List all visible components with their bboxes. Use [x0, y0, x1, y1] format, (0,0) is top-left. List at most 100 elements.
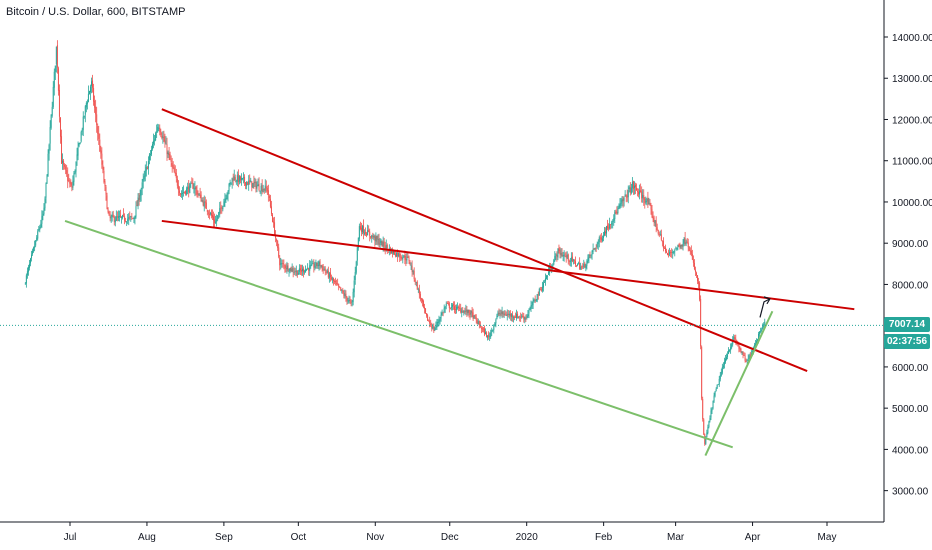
- candle-body: [173, 167, 175, 173]
- candle-body: [754, 343, 756, 346]
- candle-body: [234, 177, 236, 181]
- candle-body: [356, 247, 358, 261]
- candle-body: [287, 265, 289, 271]
- projection-arrow[interactable]: [759, 298, 771, 318]
- candle-body: [54, 65, 56, 72]
- candle-body: [256, 185, 258, 189]
- candle-body: [156, 131, 158, 133]
- candle-body: [578, 263, 580, 265]
- candle-body: [638, 191, 640, 195]
- candle-body: [165, 143, 167, 145]
- candle-body: [229, 182, 231, 185]
- candle-body: [313, 263, 315, 268]
- candle-body: [114, 220, 116, 223]
- candle-body: [163, 136, 165, 142]
- resistance-trendline[interactable]: [161, 108, 808, 372]
- candle-body: [755, 341, 757, 344]
- candle-body: [681, 244, 683, 247]
- candle-body: [637, 191, 639, 192]
- candle-body: [179, 193, 181, 195]
- candle-body: [266, 188, 268, 192]
- candle-body: [350, 301, 352, 303]
- candle-body: [59, 117, 61, 137]
- candle-body: [519, 316, 521, 318]
- candle-body: [106, 195, 108, 210]
- candle-body: [502, 311, 504, 315]
- candle-body: [553, 260, 555, 265]
- candle-body: [640, 190, 642, 192]
- candle-body: [255, 181, 257, 189]
- candle-body: [392, 250, 394, 254]
- candle-body: [530, 305, 532, 309]
- candle-body: [602, 235, 604, 238]
- candle-body: [155, 133, 157, 141]
- candle-body: [369, 231, 371, 236]
- support-trendline[interactable]: [704, 310, 774, 457]
- candle-body: [236, 175, 238, 182]
- candle-body: [216, 219, 218, 222]
- candle-body: [226, 195, 228, 200]
- candle-body: [258, 184, 260, 191]
- candle-body: [430, 323, 432, 326]
- candle-body: [743, 355, 745, 356]
- candle-body: [576, 265, 578, 267]
- candle-body: [96, 114, 98, 126]
- candle-body: [727, 354, 729, 357]
- candle-body: [401, 256, 403, 259]
- candle-body: [126, 221, 128, 223]
- candle-body: [212, 214, 214, 218]
- candle-body: [252, 182, 254, 188]
- candle-body: [333, 277, 335, 282]
- candle-body: [77, 147, 79, 156]
- candle-body: [580, 266, 582, 270]
- candle-body: [720, 371, 722, 376]
- candle-body: [540, 289, 542, 291]
- time-tick-label: Oct: [291, 532, 307, 543]
- candle-body: [510, 314, 512, 317]
- candle-body: [452, 304, 454, 306]
- candle-body: [63, 160, 65, 165]
- candle-body: [208, 214, 210, 216]
- candle-body: [187, 187, 189, 189]
- candle-body: [142, 178, 144, 182]
- candle-body: [692, 259, 694, 263]
- candle-body: [257, 184, 259, 187]
- candle-body: [358, 226, 360, 239]
- candle-body: [140, 189, 142, 196]
- candle-body: [262, 189, 264, 192]
- candle-body: [458, 306, 460, 309]
- candle-body: [134, 215, 136, 219]
- candle-body: [364, 232, 366, 234]
- candle-body: [366, 233, 368, 236]
- candle-body: [308, 268, 310, 271]
- candle-body: [89, 86, 91, 93]
- candle-body: [39, 227, 41, 230]
- candle-body: [618, 205, 620, 208]
- candle-body: [660, 234, 662, 240]
- candle-body: [675, 248, 677, 250]
- candle-body: [129, 216, 131, 217]
- candle-body: [321, 265, 323, 268]
- candle-body: [491, 329, 493, 333]
- candle-body: [421, 299, 423, 302]
- candle-body: [170, 159, 172, 162]
- candle-body: [610, 224, 612, 225]
- candle-body: [445, 303, 447, 307]
- candle-body: [560, 253, 562, 255]
- candle-body: [190, 183, 192, 185]
- candle-body: [64, 164, 66, 167]
- support-trendline[interactable]: [64, 219, 734, 449]
- candle-body: [100, 150, 102, 154]
- candle-body: [283, 264, 285, 266]
- candle-body: [291, 268, 293, 272]
- candle-body: [649, 202, 651, 206]
- candle-body: [215, 221, 217, 223]
- candle-body: [577, 264, 579, 266]
- candle-body: [153, 140, 155, 144]
- candle-body: [288, 271, 290, 272]
- candle-body: [762, 326, 764, 330]
- candle-body: [480, 327, 482, 329]
- resistance-trendline[interactable]: [161, 219, 855, 311]
- candle-body: [426, 313, 428, 316]
